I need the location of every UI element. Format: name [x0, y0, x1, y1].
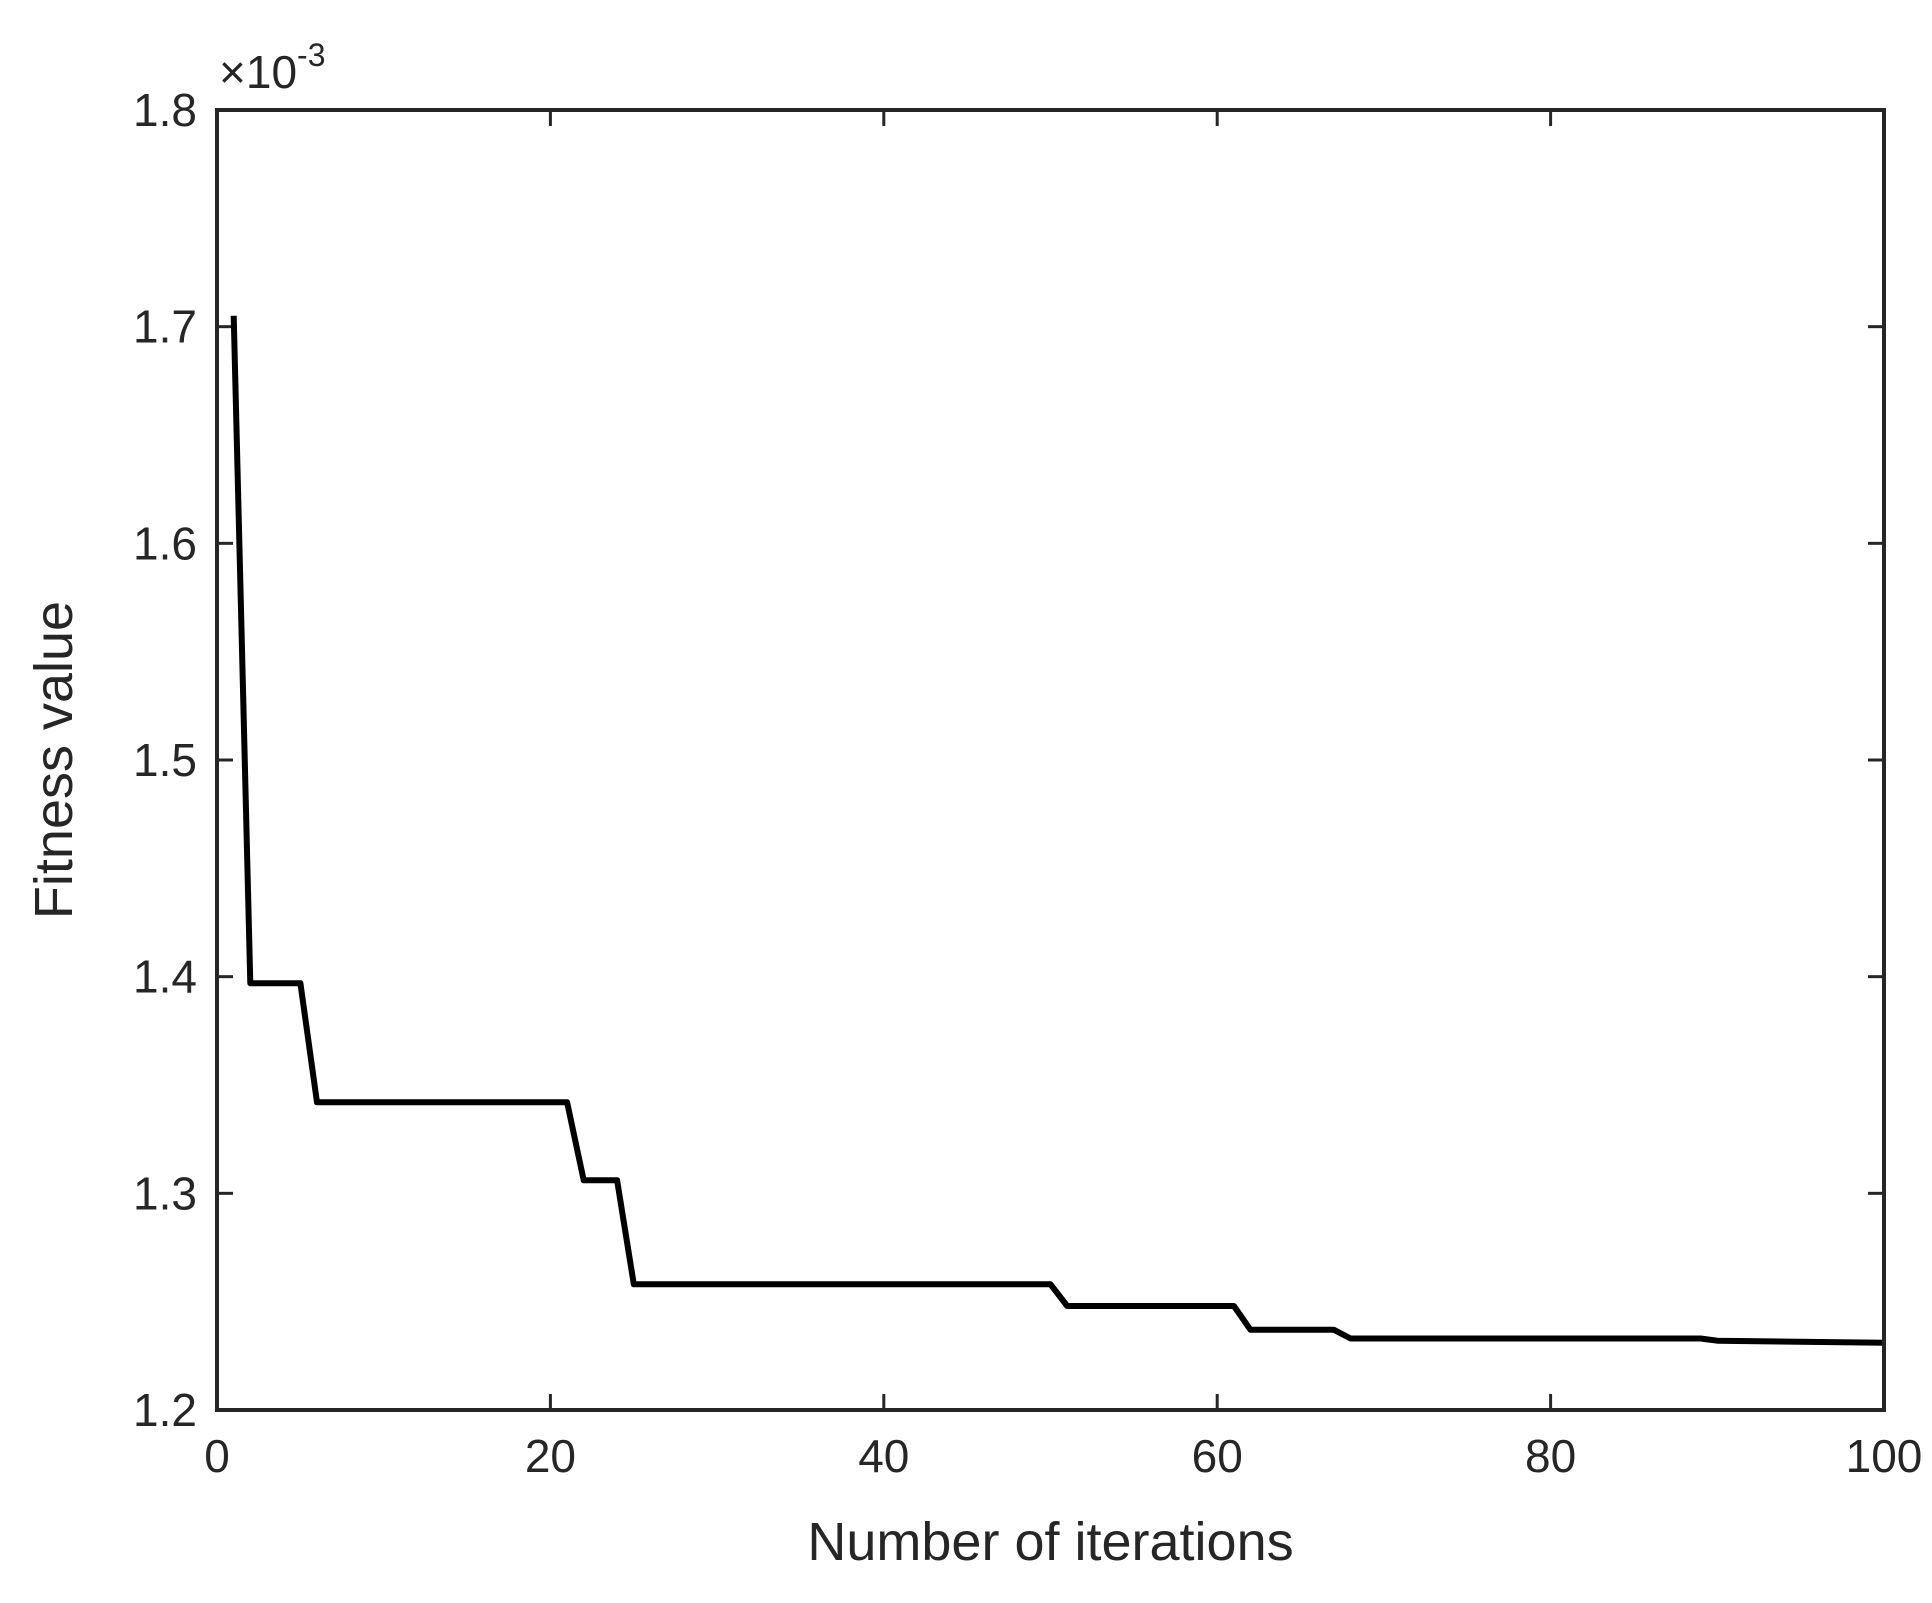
y-axis-label: Fitness value: [24, 601, 84, 919]
x-tick-label: 40: [858, 1430, 909, 1482]
x-tick-labels: 0 20 40 60 80 100: [204, 1430, 1922, 1482]
x-tick-label: 60: [1192, 1430, 1243, 1482]
y-axis-multiplier: ×10-3: [219, 37, 325, 98]
y-tick-label: 1.5: [133, 734, 197, 786]
y-tick-labels: 1.2 1.3 1.4 1.5 1.6 1.7 1.8: [133, 84, 197, 1436]
x-axis-label: Number of iterations: [807, 1512, 1293, 1572]
y-tick-label: 1.8: [133, 84, 197, 136]
series-line: [230, 315, 1885, 1346]
x-tick-label: 0: [204, 1430, 230, 1482]
y-tick-label: 1.7: [133, 301, 197, 353]
y-tick-label: 1.3: [133, 1167, 197, 1219]
y-tick-label: 1.2: [133, 1384, 197, 1436]
x-tick-label: 100: [1846, 1430, 1923, 1482]
y-multiplier-exponent: -3: [297, 37, 325, 73]
y-tick-label: 1.4: [133, 951, 197, 1003]
x-tick-label: 20: [525, 1430, 576, 1482]
x-tick-label: 80: [1525, 1430, 1576, 1482]
plot-frame: [215, 108, 1886, 1412]
series-layer: [230, 315, 1885, 1346]
y-tick-label: 1.6: [133, 517, 197, 569]
y-multiplier-base: ×10: [219, 46, 297, 98]
